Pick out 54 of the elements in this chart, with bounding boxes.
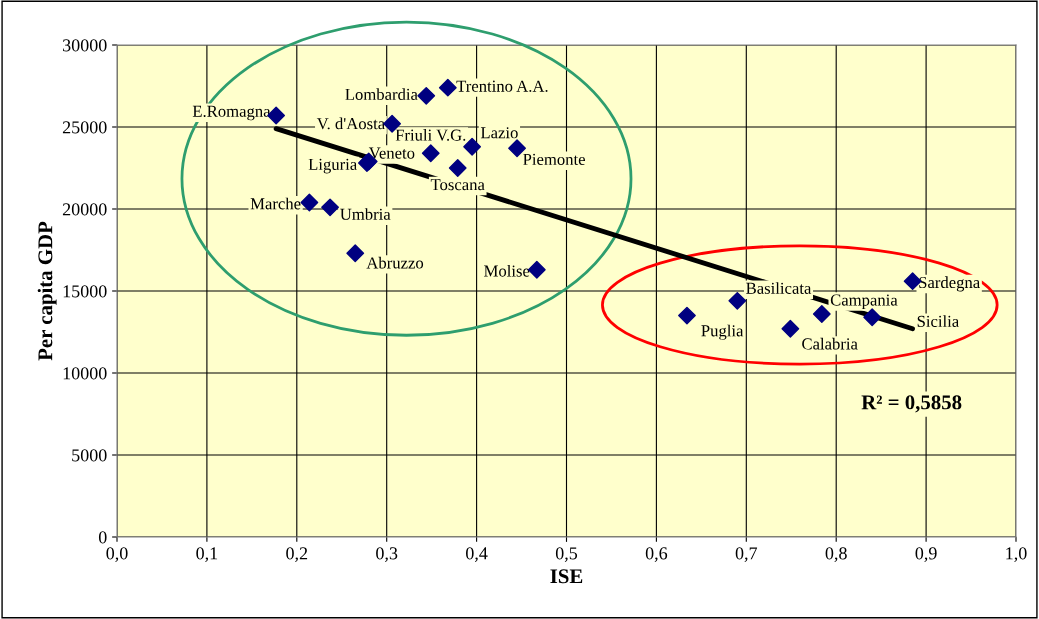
x-tick-label: 1,0: [1006, 547, 1027, 563]
point: [781, 319, 800, 338]
annotation: Sardegna: [919, 276, 980, 292]
y-tick-label: 25000: [62, 121, 107, 134]
annotation: E.Romagna: [192, 105, 271, 121]
annotation: Campania: [830, 294, 898, 310]
point: [678, 306, 696, 325]
annotation: Veneto: [368, 147, 415, 159]
y-tick-label: 10000: [63, 367, 107, 380]
point: [812, 305, 831, 323]
point: [863, 308, 882, 327]
point: [417, 86, 436, 105]
y-tick-label: 5000: [72, 449, 107, 462]
point: [463, 137, 482, 156]
annotation: Calabria: [802, 337, 858, 350]
annotation: Toscana: [430, 179, 485, 191]
annotation: Basilicata: [746, 282, 812, 294]
point: [321, 198, 339, 217]
annotation: Puglia: [701, 324, 744, 340]
annotation: Friuli V.G.: [395, 129, 466, 141]
x-tick-label: 0,1: [196, 547, 218, 563]
x-tick-label: 0,4: [466, 547, 488, 563]
annotation: Trentino A.A.: [456, 80, 548, 92]
x-tick-label: 0,2: [286, 547, 308, 563]
annotation: R² = 0,5858: [861, 395, 962, 413]
x-tick-label: 0,6: [645, 547, 668, 563]
point: [448, 159, 467, 177]
y-tick-label: 0: [98, 531, 107, 544]
annotation: Liguria: [308, 158, 357, 174]
x-tick-label: 0,8: [825, 547, 847, 563]
y-tick-label: 15000: [63, 285, 107, 298]
x-tick-label: 0,0: [106, 547, 128, 563]
x-tick-label: 0,7: [735, 547, 758, 563]
point: [346, 244, 365, 263]
x-axis-title: ISE: [550, 569, 583, 584]
point: [421, 144, 440, 163]
annotation: Molise: [484, 264, 530, 277]
point: [300, 193, 319, 212]
annotation: Lazio: [480, 127, 518, 139]
annotation: Sicilia: [917, 315, 959, 327]
y-tick-label: 30000: [63, 39, 107, 52]
y-axis-title: Per capita GDP: [37, 221, 57, 361]
annotation: V. d'Aosta: [316, 117, 385, 130]
annotation: Lombardia: [345, 88, 418, 101]
annotation: Umbria: [340, 208, 391, 220]
y-tick-label: 20000: [62, 203, 107, 216]
annotation: Abruzzo: [366, 256, 424, 269]
x-tick-label: 0,9: [915, 547, 937, 563]
x-tick-label: 0,3: [376, 547, 398, 563]
annotation: Piemonte: [523, 153, 585, 165]
x-tick-label: 0,5: [555, 547, 578, 563]
point: [438, 78, 457, 97]
point: [728, 291, 747, 310]
annotation: Marche: [250, 197, 301, 210]
